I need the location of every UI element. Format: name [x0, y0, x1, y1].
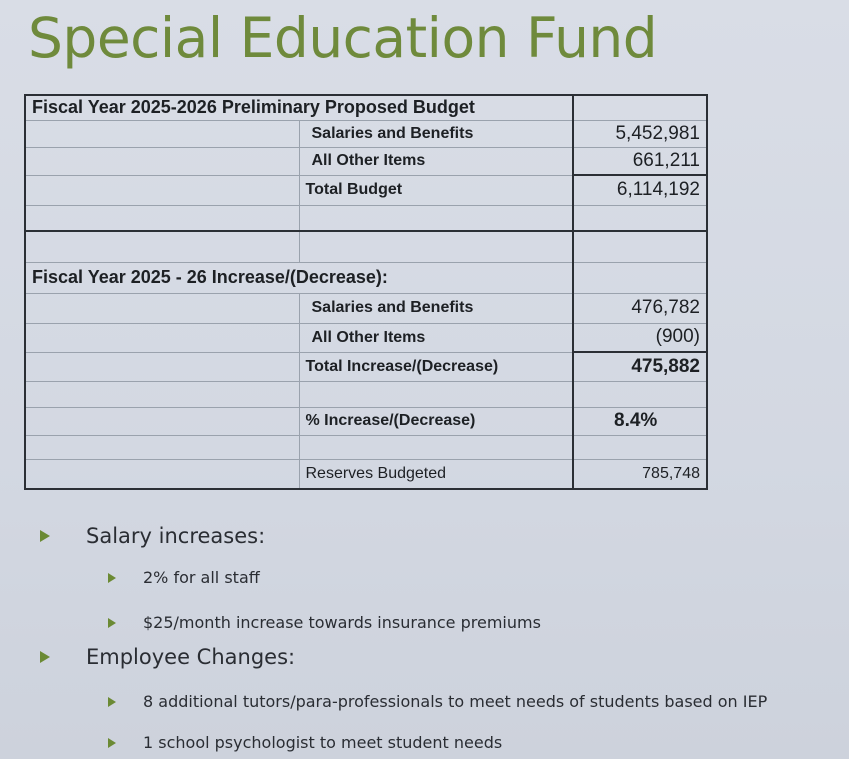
row-label: Salaries and Benefits — [298, 119, 574, 148]
bullet-item: Salary increases: — [40, 524, 265, 548]
triangle-bullet-icon — [40, 651, 50, 663]
table-row: Reserves Budgeted 785,748 — [24, 458, 708, 490]
table-row — [24, 204, 708, 232]
sub-bullet-item: 2% for all staff — [108, 568, 260, 587]
table-row: Total Budget 6,114,192 — [24, 174, 708, 206]
row-value: 5,452,981 — [572, 119, 708, 148]
sub-bullet-item: $25/month increase towards insurance pre… — [108, 613, 541, 632]
table-row: All Other Items 661,211 — [24, 146, 708, 176]
table-row: Fiscal Year 2025-2026 Preliminary Propos… — [24, 94, 708, 121]
triangle-bullet-icon — [108, 696, 116, 707]
triangle-bullet-icon — [108, 572, 116, 583]
table-row: Salaries and Benefits 5,452,981 — [24, 119, 708, 148]
bullet-item: Employee Changes: — [40, 645, 295, 669]
table-row: All Other Items (900) — [24, 322, 708, 353]
triangle-bullet-icon — [108, 737, 116, 748]
table-row: Total Increase/(Decrease) 475,882 — [24, 351, 708, 382]
row-label: All Other Items — [298, 146, 574, 176]
row-label: Salaries and Benefits — [298, 292, 574, 324]
row-value: 661,211 — [572, 146, 708, 176]
percent-label: % Increase/(Decrease) — [298, 406, 574, 436]
sub-bullet-item: 1 school psychologist to meet student ne… — [108, 733, 502, 752]
table-row — [24, 434, 708, 460]
triangle-bullet-icon — [40, 530, 50, 542]
table-row — [24, 380, 708, 408]
slide-title: Special Education Fund — [28, 6, 658, 70]
row-value: 475,882 — [572, 351, 708, 382]
section1-header: Fiscal Year 2025-2026 Preliminary Propos… — [24, 94, 574, 121]
table-row: Fiscal Year 2025 - 26 Increase/(Decrease… — [24, 261, 708, 294]
row-value: 476,782 — [572, 292, 708, 324]
triangle-bullet-icon — [108, 617, 116, 628]
reserves-value: 785,748 — [572, 458, 708, 490]
table-row: % Increase/(Decrease) 8.4% — [24, 406, 708, 436]
table-row — [24, 230, 708, 263]
row-label: All Other Items — [298, 322, 574, 353]
row-value: (900) — [572, 322, 708, 353]
row-label: Total Budget — [298, 174, 574, 206]
budget-table: Fiscal Year 2025-2026 Preliminary Propos… — [24, 94, 708, 490]
row-value: 6,114,192 — [572, 174, 708, 206]
sub-bullet-item: 8 additional tutors/para-professionals t… — [108, 692, 767, 711]
row-label: Total Increase/(Decrease) — [298, 351, 574, 382]
reserves-label: Reserves Budgeted — [298, 458, 574, 490]
percent-value: 8.4% — [572, 406, 708, 436]
section2-header: Fiscal Year 2025 - 26 Increase/(Decrease… — [24, 261, 574, 294]
table-row: Salaries and Benefits 476,782 — [24, 292, 708, 324]
